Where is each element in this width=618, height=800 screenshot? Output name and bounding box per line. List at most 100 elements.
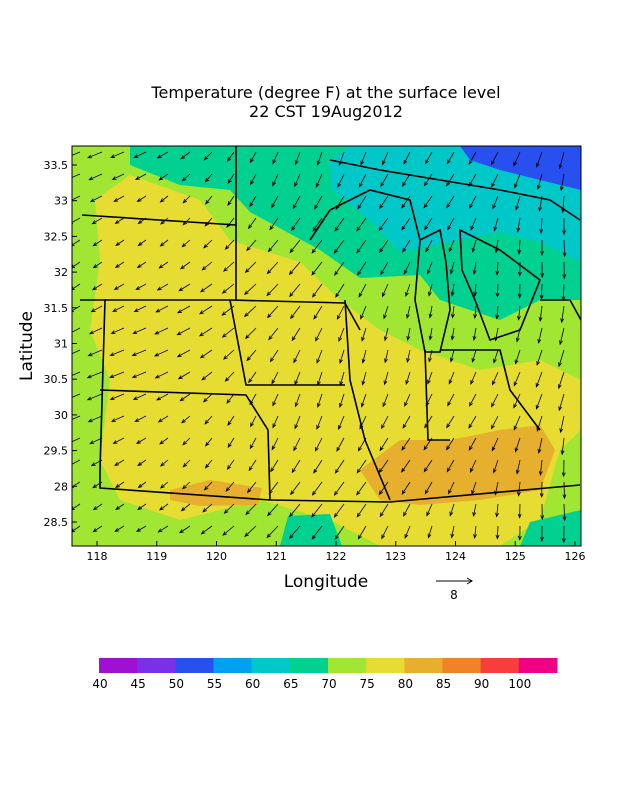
wind-arrow — [560, 305, 565, 324]
y-tick-label: 30 — [54, 409, 68, 422]
wind-arrow — [72, 481, 81, 489]
wind-arrow — [177, 371, 191, 380]
wind-arrow — [269, 217, 279, 231]
wind-arrow — [250, 415, 257, 428]
wind-arrow — [402, 239, 411, 253]
wind-arrow — [424, 217, 433, 231]
colorbar-swatch — [289, 658, 329, 673]
wind-arrow — [334, 459, 345, 474]
wind-arrow — [517, 503, 522, 519]
wind-arrow — [315, 327, 323, 342]
wind-arrow — [378, 481, 389, 496]
colorbar-swatch — [251, 658, 291, 673]
wind-arrow — [450, 283, 455, 297]
wind-arrow — [289, 503, 301, 518]
wind-arrow — [92, 283, 103, 291]
wind-arrow — [447, 393, 455, 407]
wind-arrow — [424, 481, 433, 495]
wind-arrow — [559, 173, 565, 192]
wind-arrow — [181, 239, 191, 248]
wind-arrow — [515, 327, 521, 343]
wind-arrow — [471, 239, 477, 253]
wind-arrow — [289, 283, 301, 298]
wind-arrow — [92, 525, 103, 533]
wind-arrow — [266, 305, 279, 319]
wind-arrow — [72, 437, 81, 443]
wind-arrow — [559, 327, 565, 346]
colorbar-label: 45 — [131, 677, 146, 691]
wind-arrow — [494, 239, 499, 254]
wind-arrow — [562, 261, 567, 280]
wind-arrow — [540, 239, 544, 256]
wind-arrow — [383, 327, 389, 342]
wind-arrow — [294, 371, 301, 386]
wind-arrow — [469, 393, 477, 407]
wind-arrow — [180, 503, 191, 512]
wind-arrow — [290, 217, 301, 232]
wind-arrow — [311, 503, 323, 518]
x-tick-label: 122 — [326, 550, 347, 563]
wind-arrow — [249, 393, 257, 406]
wind-arrow — [72, 151, 81, 156]
wind-arrow — [379, 437, 389, 452]
wind-arrow — [427, 525, 433, 539]
wind-arrow — [446, 195, 455, 209]
wind-arrow — [245, 503, 257, 516]
wind-arrow — [401, 217, 411, 231]
wind-arrow — [90, 459, 103, 467]
wind-arrow — [246, 481, 257, 494]
wind-arrow — [536, 173, 543, 190]
wind-arrow — [160, 217, 169, 225]
wind-arrow — [337, 173, 345, 188]
wind-arrow — [471, 481, 477, 495]
wind-arrow — [202, 503, 213, 513]
wind-arrow — [426, 261, 433, 275]
wind-arrow — [268, 481, 279, 495]
wind-arrow — [314, 195, 323, 210]
wind-arrow — [428, 283, 433, 297]
wind-arrow — [246, 349, 257, 362]
wind-arrow — [562, 217, 566, 236]
wind-arrow — [272, 173, 279, 187]
wind-arrow — [291, 459, 301, 474]
wind-arrow — [288, 261, 301, 276]
wind-arrow — [495, 305, 500, 320]
colorbar-swatch — [442, 658, 482, 673]
wind-arrow — [153, 349, 169, 357]
wind-arrow — [423, 195, 433, 209]
wind-arrow — [557, 371, 565, 390]
wind-arrow — [72, 459, 81, 467]
wind-arrow — [87, 151, 103, 159]
wind-arrow — [516, 217, 521, 233]
wind-arrow — [176, 349, 191, 358]
wind-arrow — [182, 195, 191, 204]
wind-arrow — [272, 393, 279, 407]
wind-arrow — [272, 415, 279, 429]
wind-arrow — [381, 525, 389, 540]
wind-arrow — [244, 305, 257, 318]
wind-arrow — [182, 217, 191, 226]
wind-arrow — [540, 503, 545, 520]
wind-arrow — [201, 371, 213, 381]
colorbar-label: 100 — [508, 677, 531, 691]
wind-arrow — [406, 327, 411, 341]
wind-arrow — [266, 525, 279, 539]
wind-arrow — [494, 481, 499, 496]
map-field — [72, 146, 581, 546]
y-tick-label: 30.5 — [44, 373, 69, 386]
wind-arrow — [536, 349, 543, 366]
colorbar-swatch — [366, 658, 405, 673]
y-tick-label: 32 — [54, 266, 68, 279]
wind-arrow — [493, 217, 499, 232]
wind-arrow — [158, 261, 169, 269]
wind-arrow — [356, 481, 367, 496]
wind-arrow — [204, 415, 213, 425]
wind-arrow — [226, 151, 235, 162]
vector-reference-head — [466, 577, 473, 585]
wind-arrow — [334, 261, 345, 276]
wind-arrow — [517, 305, 521, 321]
wind-arrow — [135, 173, 147, 180]
wind-arrow — [473, 283, 478, 297]
wind-arrow — [517, 261, 522, 277]
wind-arrow — [271, 437, 279, 451]
